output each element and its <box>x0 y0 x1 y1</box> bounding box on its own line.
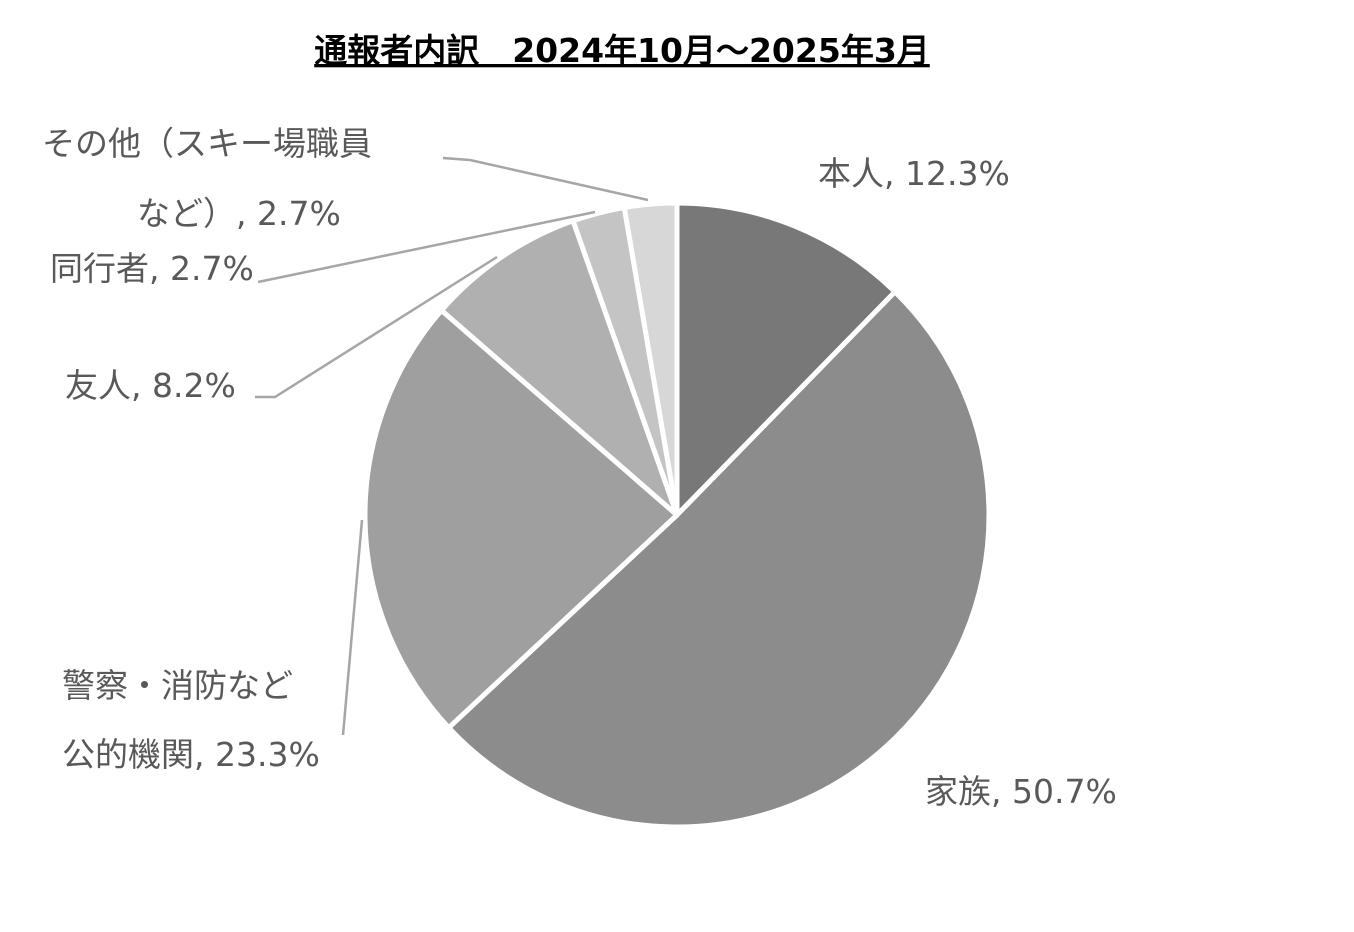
value-label: 12.3% <box>905 154 1010 193</box>
category-label: その他（スキー場職員 <box>42 124 372 163</box>
label-separator: , <box>131 366 152 405</box>
category-label: 公的機関 <box>62 735 194 774</box>
label-separator: , <box>194 735 215 774</box>
label-separator: , <box>991 772 1012 811</box>
leader-line <box>255 255 498 399</box>
leader-line <box>257 210 596 284</box>
label-separator: , <box>884 154 905 193</box>
category-label: 友人 <box>65 366 131 405</box>
data-label: 警察・消防など <box>62 666 293 705</box>
pie-slice <box>446 289 992 830</box>
value-label: 50.7% <box>1012 772 1117 811</box>
value-label: 23.3% <box>215 735 320 774</box>
leader-line <box>341 519 364 736</box>
data-label: など）, 2.7% <box>137 194 341 233</box>
data-label: その他（スキー場職員 <box>42 124 372 163</box>
chart-title: 通報者内訳 2024年10月～2025年3月 <box>314 31 930 70</box>
label-separator: , <box>236 194 257 233</box>
category-label: など） <box>137 194 236 233</box>
category-label: 家族 <box>925 772 991 811</box>
value-label: 2.7% <box>257 194 341 233</box>
data-label: 友人, 8.2% <box>65 366 236 405</box>
leader-line <box>442 156 649 202</box>
pie-slice <box>674 200 898 518</box>
data-label: 家族, 50.7% <box>925 772 1117 811</box>
value-label: 2.7% <box>170 249 254 288</box>
category-label: 警察・消防など <box>62 666 293 705</box>
pie-slice <box>438 218 680 518</box>
label-separator: , <box>149 249 170 288</box>
pie-slice <box>621 200 680 518</box>
data-label: 本人, 12.3% <box>818 154 1010 193</box>
data-label: 同行者, 2.7% <box>50 249 254 288</box>
data-label: 公的機関, 23.3% <box>62 735 320 774</box>
category-label: 同行者 <box>50 249 149 288</box>
category-label: 本人 <box>818 154 884 193</box>
pie-slice <box>362 307 680 731</box>
value-label: 8.2% <box>152 366 236 405</box>
